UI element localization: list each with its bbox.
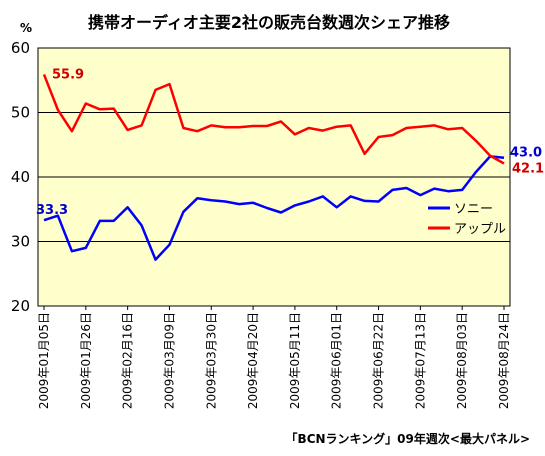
y-tick-label-40: 40 (11, 168, 30, 186)
y-tick-label-30: 30 (11, 233, 30, 251)
x-tick-label-2: 2009年02月16日 (121, 312, 135, 409)
x-tick-label-9: 2009年07月13日 (413, 312, 427, 409)
x-tick-label-0: 2009年01月05日 (37, 312, 51, 409)
unit-label: % (20, 21, 32, 35)
x-tick-label-5: 2009年04月20日 (246, 312, 260, 409)
x-axis-ticks: 2009年01月05日 2009年01月26日 2009年02月16日 2009年03… (37, 306, 511, 409)
chart-title: 携帯オーディオ主要2社の販売台数週次シェア推移 (88, 13, 450, 32)
x-tick-label-3: 2009年03月09日 (162, 312, 176, 409)
x-tick-label-7: 2009年06月01日 (330, 312, 344, 409)
legend-label-sony: ソニー (454, 202, 493, 217)
legend: ソニー アップル (428, 202, 506, 237)
y-tick-label-50: 50 (11, 104, 30, 122)
y-tick-label-20: 20 (11, 297, 30, 315)
series-line-apple (42, 73, 505, 165)
series-line-sony (43, 155, 505, 261)
data-label-3: 42.1 (512, 161, 544, 176)
y-axis-ticks: 20 30 40 50 60 (11, 39, 30, 315)
x-tick-label-10: 2009年08月03日 (455, 312, 469, 409)
x-tick-label-4: 2009年03月30日 (204, 312, 218, 409)
data-label-0: 55.9 (52, 67, 84, 82)
x-tick-label-6: 2009年05月11日 (288, 312, 302, 409)
data-label-2: 43.0 (510, 146, 542, 161)
source-note: 「BCNランキング」09年週次<最大パネル> (286, 431, 530, 446)
series-lines (42, 73, 505, 261)
legend-label-apple: アップル (454, 222, 506, 237)
data-labels: 55.9 33.3 43.042.1 (36, 67, 544, 218)
x-tick-label-11: 2009年08月24日 (497, 312, 511, 409)
x-tick-label-8: 2009年06月22日 (372, 312, 386, 409)
x-tick-label-1: 2009年01月26日 (79, 312, 93, 409)
y-tick-label-60: 60 (11, 39, 30, 57)
data-label-1: 33.3 (36, 203, 68, 218)
